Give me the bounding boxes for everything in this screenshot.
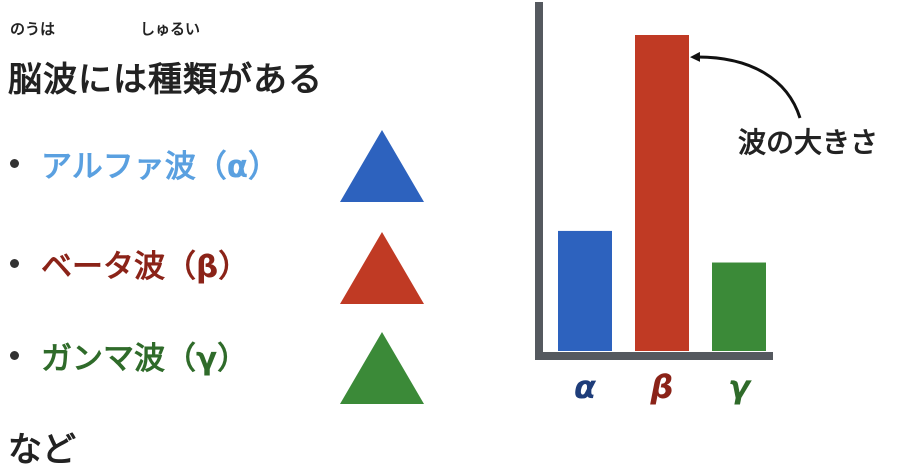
page-title: 脳波には種類がある <box>8 60 323 100</box>
item-label-beta: ベータ波（β） <box>41 248 250 285</box>
bar-alpha <box>558 230 612 351</box>
annotation-label: 波の大きさ <box>738 126 878 159</box>
triangle-alpha-icon <box>340 130 424 202</box>
triangle-gamma-icon <box>340 332 424 404</box>
bullet-icon <box>10 158 19 168</box>
list-item-gamma: ガンマ波（γ） <box>10 330 248 380</box>
ruby-shurui: しゅるい <box>140 20 201 38</box>
bar-gamma <box>712 262 766 351</box>
bar-beta <box>635 35 689 351</box>
x-axis <box>535 352 773 360</box>
category-label-alpha: α <box>574 368 597 406</box>
y-axis <box>535 2 543 360</box>
category-label-gamma: γ <box>728 368 752 406</box>
bullet-icon <box>10 350 19 360</box>
footer-text: など <box>8 430 76 470</box>
list-item-alpha: アルファ波（α） <box>10 138 279 188</box>
annotation-arrow <box>690 51 802 119</box>
ruby-nouha: のうは <box>10 20 56 38</box>
category-label-beta: β <box>650 368 674 406</box>
bullet-icon <box>10 258 19 268</box>
item-label-gamma: ガンマ波（γ） <box>41 340 249 377</box>
item-label-alpha: アルファ波（α） <box>41 148 279 185</box>
triangle-beta-icon <box>340 232 424 304</box>
list-item-beta: ベータ波（β） <box>10 238 249 288</box>
